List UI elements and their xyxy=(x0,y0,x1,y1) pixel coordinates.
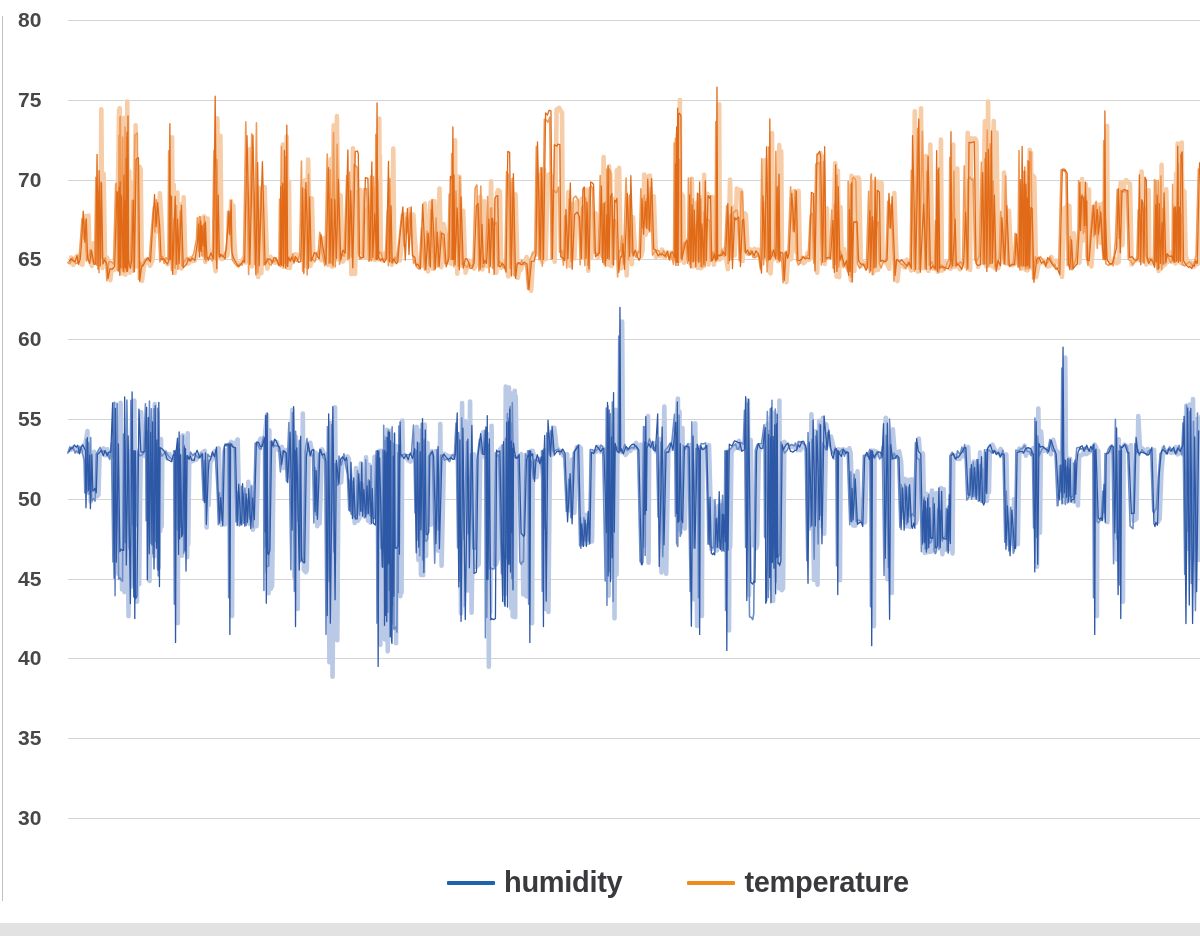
temperature-line-swatch xyxy=(687,881,735,885)
legend-item-humidity: humidity xyxy=(447,866,622,899)
y-tick-label: 75 xyxy=(18,88,58,112)
y-tick-label: 40 xyxy=(18,646,58,670)
chart-legend: humidity temperature xyxy=(447,866,909,899)
humidity-line-swatch xyxy=(447,881,495,885)
y-tick-label: 65 xyxy=(18,247,58,271)
y-tick-label: 35 xyxy=(18,726,58,750)
y-tick-label: 30 xyxy=(18,806,58,830)
left-edge-line xyxy=(2,16,3,901)
y-tick-label: 45 xyxy=(18,567,58,591)
y-tick-label: 50 xyxy=(18,487,58,511)
legend-item-temperature: temperature xyxy=(687,866,908,899)
bottom-gray-strip xyxy=(0,923,1200,936)
y-tick-label: 70 xyxy=(18,168,58,192)
y-tick-label: 80 xyxy=(18,8,58,32)
humidity-legend-label: humidity xyxy=(504,866,622,899)
y-tick-label: 55 xyxy=(18,407,58,431)
y-tick-label: 60 xyxy=(18,327,58,351)
temperature-legend-label: temperature xyxy=(744,866,908,899)
line-chart-canvas xyxy=(0,0,1200,936)
